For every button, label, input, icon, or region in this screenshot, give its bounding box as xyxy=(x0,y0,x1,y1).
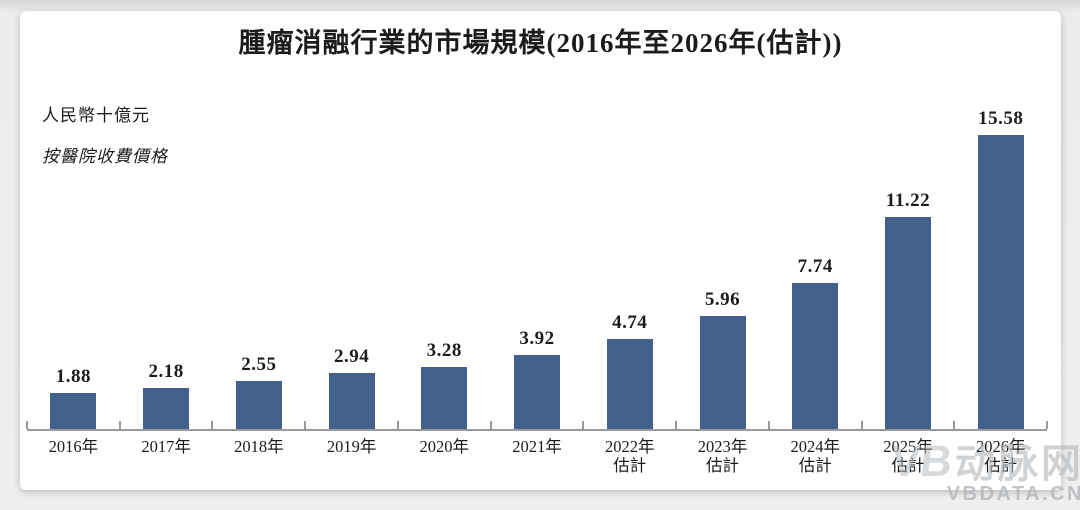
x-axis-label: 2021年 xyxy=(512,437,562,456)
x-axis-label: 2024年 估計 xyxy=(790,437,840,475)
bar-plot-area: 1.88 2.18 2.55 2.94 3.28 3.92 4.74 5.96 7.74 11.2… xyxy=(26,11,1048,431)
x-axis-labels: 2016年 2017年 2018年 2019年 2020年 2021年 2022年 估計 202… xyxy=(27,437,1047,475)
bar-2016年 xyxy=(50,393,97,429)
bar-2022年 xyxy=(606,339,653,429)
axis-tick xyxy=(489,421,492,429)
x-axis-label: 2019年 xyxy=(326,437,377,456)
bar-column: 2.55 xyxy=(212,11,305,429)
bar-column: 15.58 xyxy=(954,11,1047,429)
bar-2020年 xyxy=(421,367,468,429)
bar-column: 11.22 xyxy=(862,11,955,429)
bar-2018年 xyxy=(235,381,282,429)
axis-tick xyxy=(582,421,585,429)
bar-column: 1.88 xyxy=(27,11,120,429)
bar-column: 4.74 xyxy=(583,11,676,429)
y-axis-unit-label: 人民幣十億元 xyxy=(42,106,150,125)
bar-value-label: 5.96 xyxy=(704,289,741,310)
axis-tick xyxy=(118,421,121,429)
x-axis-label: 2023年 估計 xyxy=(697,437,748,475)
bar-value-label: 2.94 xyxy=(333,346,370,367)
axis-tick xyxy=(860,421,863,429)
x-axis-label: 2018年 xyxy=(234,437,284,456)
bar-value-label: 2.18 xyxy=(148,361,184,382)
bar-2017年 xyxy=(143,388,190,429)
x-axis-label: 2016年 xyxy=(48,437,99,456)
axis-tick xyxy=(26,421,28,429)
bar-2025年 xyxy=(884,217,931,429)
bar-column: 5.96 xyxy=(676,11,769,429)
bar-value-label: 15.58 xyxy=(978,108,1024,129)
x-axis-label: 2017年 xyxy=(141,437,191,456)
bar-value-label: 3.28 xyxy=(426,340,462,361)
bar-value-label: 7.74 xyxy=(797,256,833,277)
axis-tick xyxy=(211,421,214,429)
bar-2026年 xyxy=(977,135,1024,429)
axis-tick xyxy=(1046,421,1048,429)
bar-2023年 xyxy=(699,316,746,429)
bar-2024年 xyxy=(792,283,839,429)
axis-tick xyxy=(953,421,956,429)
bar-column: 2.18 xyxy=(120,11,213,429)
bar-column: 3.28 xyxy=(398,11,491,429)
bar-2019年 xyxy=(328,373,375,429)
bar-value-label: 4.74 xyxy=(612,312,648,333)
bar-value-label: 1.88 xyxy=(55,366,91,387)
bar-2021年 xyxy=(514,355,561,429)
x-axis-label: 2020年 xyxy=(419,437,470,456)
axis-tick xyxy=(767,421,770,429)
bar-column: 3.92 xyxy=(491,11,584,429)
bar-column: 2.94 xyxy=(305,11,398,429)
document-page: 腫瘤消融行業的市場規模(2016年至2026年(估計)) 人民幣十億元 按醫院收… xyxy=(20,11,1061,490)
x-axis-label: 2026年 估計 xyxy=(975,437,1026,475)
price-basis-label: 按醫院收費價格 xyxy=(42,147,168,166)
bar-value-label: 2.55 xyxy=(241,354,277,375)
bar-value-label: 11.22 xyxy=(885,190,931,211)
chart-title: 腫瘤消融行業的市場規模(2016年至2026年(估計)) xyxy=(238,28,843,58)
axis-tick xyxy=(396,421,399,429)
axis-tick xyxy=(304,421,307,429)
bar-value-label: 3.92 xyxy=(519,328,555,349)
bar-column: 7.74 xyxy=(769,11,862,429)
x-axis-label: 2025年 估計 xyxy=(883,437,933,475)
axis-tick xyxy=(675,421,678,429)
x-axis-label: 2022年 估計 xyxy=(605,437,655,475)
